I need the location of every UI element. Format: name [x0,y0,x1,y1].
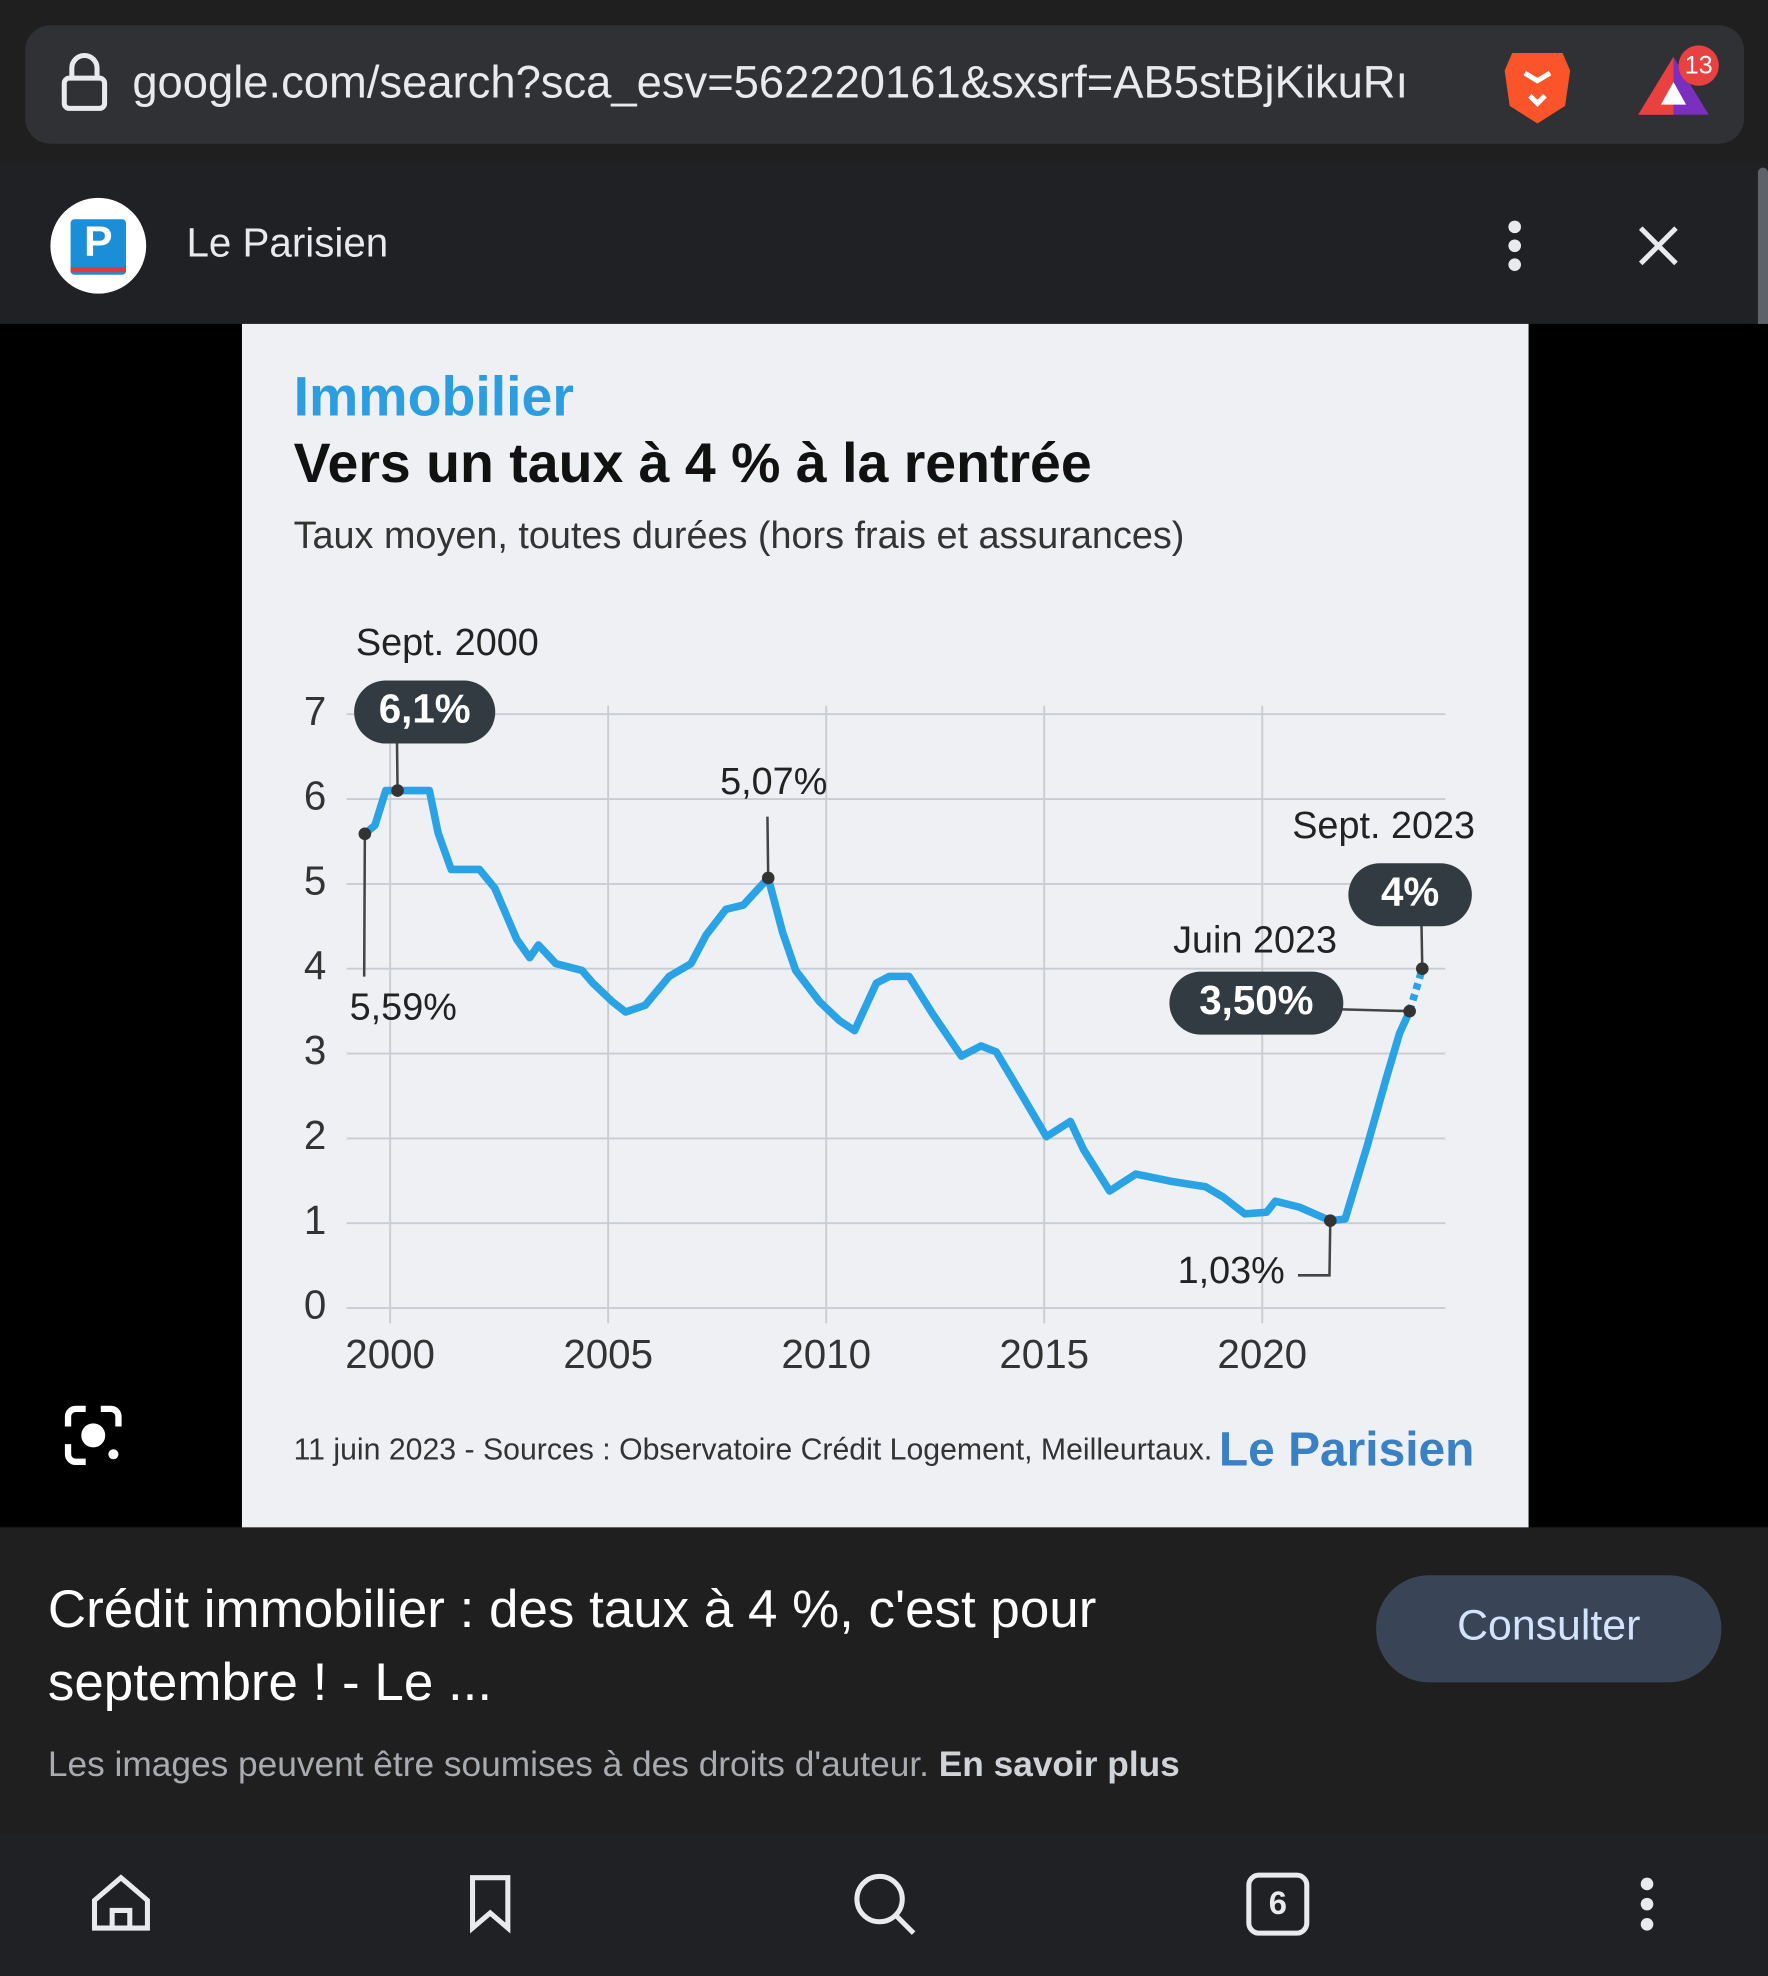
annotation-leader [1420,922,1424,969]
y-tick-label: 5 [304,858,326,904]
brave-icon[interactable] [1504,52,1571,124]
series-line [362,786,1414,1225]
tabs-button[interactable] [1246,1872,1310,1936]
tab-count: 6 [1269,1884,1287,1921]
y-tick-label: 1 [304,1197,326,1243]
plot: 0 1 2 3 4 5 6 7 2000 2005 2010 2015 2020 5,59% 6,1% Sep… [304,622,1475,1377]
source-name[interactable]: Le Parisien [187,219,389,265]
consult-button[interactable] [1376,1575,1722,1683]
url-bar[interactable] [25,25,1745,144]
annotation-label: 3,50% [1199,977,1313,1023]
chart-brand: Le Parisien [1219,1424,1474,1477]
x-tick-label: 2015 [999,1331,1089,1377]
annotation-label: 5,59% [350,986,457,1028]
series-line [1406,967,1426,1013]
annotation-leader [1342,1008,1410,1013]
annotation-date: Juin 2023 [1173,920,1337,962]
y-tick-label: 7 [304,688,326,734]
annotation-pill [1169,971,1344,1035]
annotation-date: Sept. 2000 [356,622,539,664]
logo-square [70,219,127,275]
lock-icon [61,52,108,111]
y-tick-label: 4 [304,942,326,988]
annotation-pill [1348,863,1472,927]
caption-title[interactable]: Crédit immobilier : des taux à 4 %, c'es… [47,1579,1097,1712]
y-tick-label: 2 [304,1112,326,1158]
annotation-leader [1297,1220,1332,1277]
y-tick-label: 3 [304,1027,326,1073]
menu-button[interactable] [1640,1877,1654,1931]
annotation-label: 6,1% [379,686,471,732]
source-header [0,163,1768,324]
search-button[interactable] [854,1873,916,1935]
y-tick-label: 6 [304,773,326,819]
annotation-label: 5,07% [720,761,827,803]
x-tick-label: 2005 [563,1331,653,1377]
rewards-icon[interactable]: 13 [1638,45,1719,115]
close-button[interactable] [1638,226,1678,266]
annotation-dot [391,784,404,797]
x-tick-label: 2020 [1217,1331,1307,1377]
annotation-leader [395,737,399,791]
bottom-nav [0,1833,1768,1976]
annotation-leader [766,816,770,878]
annotation-label: 1,03% [1178,1250,1285,1292]
badge: 13 [1685,51,1713,79]
annotation-dot [358,827,372,841]
x-tick-label: 2000 [345,1331,435,1377]
learn-more-link[interactable]: En savoir plus [939,1745,1180,1784]
y-tick-label: 0 [304,1282,326,1328]
chart-footnote: 11 juin 2023 - Sources : Observatoire Cr… [294,1434,1213,1467]
caption-box: Crédit immobilier : des taux à 4 %, c'es… [47,1579,1097,1712]
chart-image [241,323,1529,1528]
lens-icon[interactable] [64,1405,122,1465]
annotation-pill [354,680,496,744]
annotation-leader [362,833,367,977]
home-button[interactable] [91,1874,150,1931]
notice-text: Les images peuvent être soumises à des d… [48,1745,929,1784]
copyright-notice: Les images peuvent être soumises à des d… [48,1745,1180,1784]
annotation-dot [1415,962,1429,976]
annotation-date: Sept. 2023 [1292,805,1475,847]
bookmark-button[interactable] [470,1875,511,1934]
annotation-label: 4% [1381,868,1439,914]
annotation-dot [1323,1214,1337,1227]
x-tick-label: 2010 [781,1331,871,1377]
logo-stripe [70,267,127,273]
chart-kicker: Immobilier [294,365,574,427]
logo-letter: P [84,218,113,266]
more-menu[interactable] [1508,220,1522,271]
url-text[interactable]: google.com/search?sca_esv=562220161&sxsr… [132,57,1408,108]
chart-subtitle: Taux moyen, toutes durées (hors frais et… [294,515,1185,557]
consult-label[interactable]: Consulter [1457,1601,1640,1649]
annotation-dot [761,871,775,885]
chart-title: Vers un taux à 4 % à la rentrée [294,432,1092,494]
annotation-dot [1403,1004,1416,1018]
